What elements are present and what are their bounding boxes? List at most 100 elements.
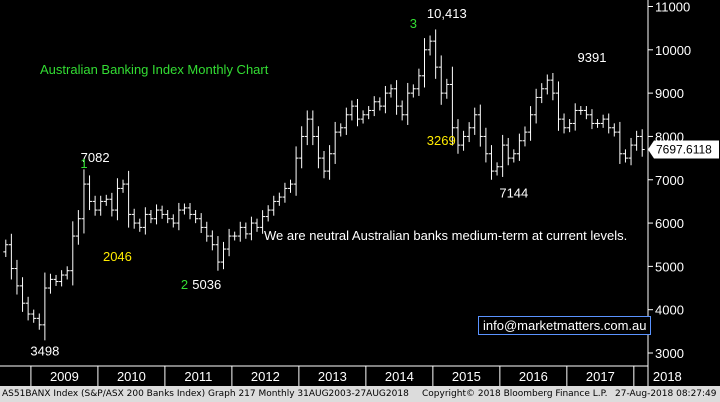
price-annotation: 2046 bbox=[103, 249, 132, 264]
ohlc-bar bbox=[505, 137, 511, 166]
ohlc-bar bbox=[215, 236, 221, 271]
ohlc-bar bbox=[449, 66, 455, 146]
last-value-label: 7697.6118 bbox=[656, 143, 712, 157]
ohlc-bar bbox=[399, 100, 405, 121]
ohlc-bar bbox=[494, 162, 500, 176]
x-year-label: 2016 bbox=[519, 369, 548, 384]
ohlc-bar bbox=[444, 78, 450, 99]
price-annotation: 3498 bbox=[30, 343, 59, 358]
ohlc-bar bbox=[360, 110, 366, 124]
ohlc-bar bbox=[187, 203, 193, 220]
chart-title: Australian Banking Index Monthly Chart bbox=[40, 62, 269, 77]
ohlc-bar bbox=[176, 202, 182, 231]
ohlc-bar bbox=[47, 273, 53, 294]
x-year-label: 2017 bbox=[586, 369, 615, 384]
ohlc-bar bbox=[282, 182, 288, 203]
ohlc-bar bbox=[628, 137, 634, 166]
ohlc-bar bbox=[511, 149, 517, 163]
ohlc-bar bbox=[578, 106, 584, 115]
x-year-label: 2012 bbox=[251, 369, 280, 384]
ohlc-bar bbox=[606, 113, 612, 134]
price-annotation: 9391 bbox=[578, 50, 607, 65]
ohlc-bar bbox=[70, 221, 76, 286]
y-tick-label: 10000 bbox=[655, 43, 691, 58]
y-tick-label: 3000 bbox=[655, 346, 684, 361]
x-year-label: 2013 bbox=[318, 369, 347, 384]
ohlc-bar bbox=[75, 210, 81, 245]
ohlc-bar bbox=[3, 239, 9, 257]
footer-bar: AS51BANX Index (S&P/ASX 200 Banks Index)… bbox=[0, 386, 720, 402]
wave-label: 1 bbox=[80, 156, 87, 171]
contact-email[interactable]: info@marketmatters.com.au bbox=[478, 316, 652, 335]
price-annotation: 7144 bbox=[499, 186, 528, 201]
annotations: 3498 7082 2046 5036 10,413 3269 7144 9391 1 2 3 bbox=[30, 6, 606, 359]
ohlc-bar bbox=[388, 84, 394, 98]
ohlc-bar bbox=[59, 270, 65, 287]
ohlc-bar bbox=[572, 103, 578, 131]
ohlc-bar bbox=[366, 106, 372, 120]
ohlc-bar bbox=[433, 29, 439, 79]
ohlc-bar bbox=[271, 195, 277, 216]
ohlc-bar bbox=[589, 109, 595, 130]
ohlc-bar bbox=[53, 274, 59, 286]
ohlc-bar bbox=[416, 68, 422, 96]
wave-label: 3 bbox=[410, 16, 417, 31]
ohlc-bar bbox=[114, 178, 120, 221]
ohlc-bar bbox=[321, 150, 327, 179]
ohlc-bar bbox=[81, 169, 87, 234]
price-bars bbox=[3, 29, 645, 341]
ohlc-bar bbox=[98, 195, 104, 216]
ohlc-bar bbox=[254, 218, 260, 232]
footer-copyright: Copyright© 2018 Bloomberg Finance L.P. bbox=[422, 389, 608, 399]
last-value-tag bbox=[648, 140, 719, 159]
ohlc-bar bbox=[288, 179, 294, 193]
ohlc-bar bbox=[405, 82, 411, 125]
y-tick-label: 9000 bbox=[655, 86, 684, 101]
ohlc-bar bbox=[209, 230, 215, 251]
x-year-label: 2011 bbox=[184, 369, 212, 384]
footer-timestamp: 27-Aug-2018 08:27:49 bbox=[615, 389, 717, 399]
y-tick-label: 11000 bbox=[655, 0, 690, 14]
ohlc-bar bbox=[617, 121, 623, 164]
ohlc-bar bbox=[237, 221, 243, 242]
ohlc-bar bbox=[131, 208, 137, 229]
x-year-label: 2010 bbox=[117, 369, 146, 384]
ohlc-bar bbox=[477, 104, 483, 147]
ohlc-bar bbox=[198, 213, 204, 234]
ohlc-bar bbox=[500, 134, 506, 177]
ohlc-bar bbox=[561, 113, 567, 134]
footer-security: AS51BANX Index (S&P/ASX 200 Banks Index)… bbox=[2, 389, 409, 399]
ohlc-bar bbox=[299, 126, 305, 169]
ohlc-bar bbox=[567, 119, 573, 133]
x-year-label: 2014 bbox=[385, 369, 414, 384]
ohlc-bar bbox=[583, 106, 589, 120]
ohlc-bar bbox=[221, 241, 227, 270]
ohlc-bar bbox=[293, 146, 299, 196]
ohlc-bar bbox=[154, 204, 160, 225]
ohlc-bar bbox=[14, 259, 20, 295]
ohlc-bar bbox=[595, 119, 601, 128]
ohlc-bar bbox=[516, 133, 522, 161]
ohlc-bar bbox=[438, 55, 444, 105]
ohlc-bar bbox=[600, 114, 606, 128]
ohlc-bar bbox=[92, 195, 98, 216]
y-tick-label: 6000 bbox=[655, 216, 684, 231]
x-year-label: 2015 bbox=[452, 369, 481, 384]
ohlc-bar bbox=[170, 214, 176, 228]
ohlc-bar bbox=[31, 309, 37, 323]
y-tick-label: 7000 bbox=[655, 173, 684, 188]
plot-area bbox=[0, 0, 649, 386]
ohlc-bar bbox=[137, 218, 143, 232]
ohlc-bar bbox=[243, 222, 249, 239]
ohlc-bar bbox=[528, 106, 534, 141]
ohlc-bar bbox=[611, 123, 617, 137]
ohlc-bar bbox=[472, 107, 478, 135]
ohlc-bar bbox=[394, 80, 400, 115]
ohlc-bar bbox=[377, 97, 383, 111]
ohlc-bar bbox=[555, 81, 561, 131]
price-annotation: 7082 bbox=[81, 150, 110, 165]
price-annotation: 5036 bbox=[192, 277, 221, 292]
ohlc-bar bbox=[332, 121, 338, 164]
ohlc-bar bbox=[622, 149, 628, 163]
